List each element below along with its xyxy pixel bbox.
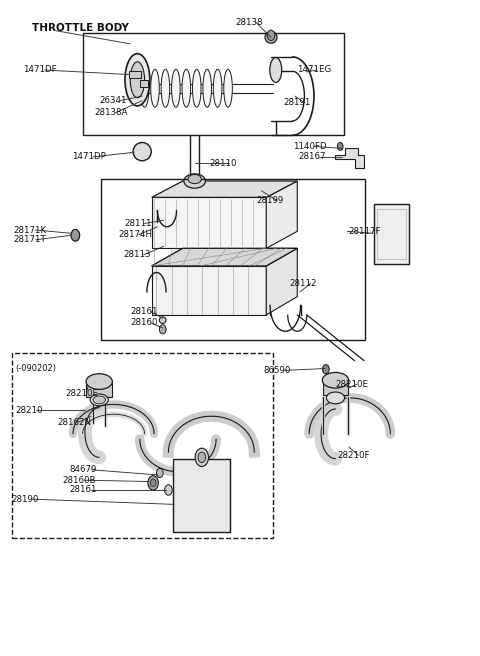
Ellipse shape xyxy=(213,70,222,107)
Ellipse shape xyxy=(161,70,170,107)
Polygon shape xyxy=(323,380,348,395)
Circle shape xyxy=(156,468,163,478)
Ellipse shape xyxy=(159,325,166,333)
Polygon shape xyxy=(373,204,409,264)
Text: 28138A: 28138A xyxy=(95,108,128,117)
Ellipse shape xyxy=(323,373,348,388)
Bar xyxy=(101,179,365,340)
Text: 28210E: 28210E xyxy=(336,380,369,388)
Ellipse shape xyxy=(86,374,112,390)
Circle shape xyxy=(337,142,343,150)
Polygon shape xyxy=(266,249,297,315)
Text: 26341: 26341 xyxy=(99,96,127,105)
Bar xyxy=(140,81,148,87)
Text: 1471DF: 1471DF xyxy=(23,66,57,75)
Polygon shape xyxy=(86,382,112,397)
Ellipse shape xyxy=(171,70,180,107)
Ellipse shape xyxy=(265,31,277,43)
Text: 28191: 28191 xyxy=(283,98,311,107)
Ellipse shape xyxy=(140,70,149,107)
Text: 28171K: 28171K xyxy=(13,226,47,234)
Circle shape xyxy=(323,365,329,374)
Text: 28117F: 28117F xyxy=(349,227,381,236)
Polygon shape xyxy=(152,249,297,266)
Text: 86590: 86590 xyxy=(263,366,290,375)
Text: 1471EG: 1471EG xyxy=(297,66,332,75)
Bar xyxy=(12,353,274,539)
Polygon shape xyxy=(336,148,364,168)
Polygon shape xyxy=(152,266,266,315)
Circle shape xyxy=(195,448,208,466)
Ellipse shape xyxy=(192,70,201,107)
Ellipse shape xyxy=(159,317,166,323)
Text: 28112: 28112 xyxy=(289,279,317,288)
Text: 28210E: 28210E xyxy=(65,389,98,398)
Text: 1140FD: 1140FD xyxy=(293,142,327,151)
Ellipse shape xyxy=(203,70,212,107)
Text: 28111: 28111 xyxy=(124,219,152,228)
Polygon shape xyxy=(152,197,266,249)
Text: 28174H: 28174H xyxy=(118,230,152,239)
Text: THROTTLE BODY: THROTTLE BODY xyxy=(33,22,129,33)
Ellipse shape xyxy=(90,394,108,405)
Polygon shape xyxy=(152,249,297,266)
Text: 28110: 28110 xyxy=(209,159,237,168)
Polygon shape xyxy=(173,459,230,532)
Ellipse shape xyxy=(151,70,159,107)
Text: (-090202): (-090202) xyxy=(16,364,57,373)
Text: 28171T: 28171T xyxy=(13,236,46,244)
Ellipse shape xyxy=(184,174,205,188)
Bar xyxy=(83,33,344,135)
Bar xyxy=(129,72,141,78)
Text: 28160B: 28160B xyxy=(62,476,96,485)
Circle shape xyxy=(148,476,158,490)
Text: 28138: 28138 xyxy=(235,18,263,27)
Text: 28210F: 28210F xyxy=(337,451,370,460)
Text: 28199: 28199 xyxy=(257,196,284,205)
Ellipse shape xyxy=(224,70,232,107)
Ellipse shape xyxy=(270,58,282,83)
Polygon shape xyxy=(152,181,297,197)
Text: 28113: 28113 xyxy=(123,251,151,259)
Text: 28160: 28160 xyxy=(130,318,158,327)
Text: 28161: 28161 xyxy=(130,307,158,316)
Text: 28167: 28167 xyxy=(299,152,326,161)
Circle shape xyxy=(165,485,172,495)
Text: 28210: 28210 xyxy=(16,406,43,415)
Text: 28161: 28161 xyxy=(70,485,97,495)
Circle shape xyxy=(150,479,156,487)
Ellipse shape xyxy=(93,396,106,404)
Text: 1471DP: 1471DP xyxy=(72,152,106,161)
Circle shape xyxy=(267,30,275,41)
Ellipse shape xyxy=(133,142,151,161)
Circle shape xyxy=(71,230,80,241)
Text: 28190: 28190 xyxy=(11,495,38,504)
Ellipse shape xyxy=(125,54,150,106)
Text: 28162N: 28162N xyxy=(58,418,92,426)
Polygon shape xyxy=(266,181,297,249)
Ellipse shape xyxy=(188,174,201,184)
Circle shape xyxy=(159,325,166,334)
Circle shape xyxy=(198,452,205,462)
Ellipse shape xyxy=(130,62,144,98)
Ellipse shape xyxy=(326,392,345,404)
Ellipse shape xyxy=(182,70,191,107)
Text: 84679: 84679 xyxy=(70,465,97,474)
